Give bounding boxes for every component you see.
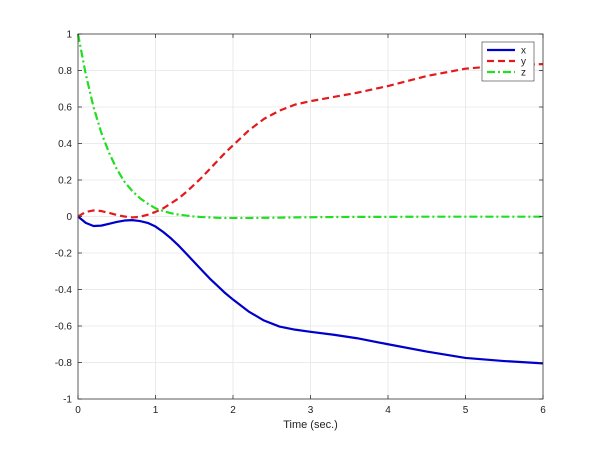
y-tick-label: -1 <box>63 395 72 406</box>
y-tick-label: 0 <box>66 212 72 223</box>
y-tick-label: 1 <box>66 30 72 41</box>
y-tick-label: -0.6 <box>55 322 73 333</box>
x-tick-label: 0 <box>75 405 81 416</box>
legend-label-z: z <box>521 68 526 79</box>
y-tick-label: 0.6 <box>58 103 72 114</box>
y-tick-label: 0.2 <box>58 176 72 187</box>
ticks <box>77 33 544 400</box>
y-tick-label: -0.4 <box>55 285 73 296</box>
x-tick-label: 6 <box>540 405 546 416</box>
x-tick-label: 2 <box>230 405 236 416</box>
x-tick-label: 3 <box>308 405 314 416</box>
y-tick-label: 0.4 <box>58 139 72 150</box>
series-line-z <box>76 33 543 220</box>
series-line-x <box>77 215 544 365</box>
series-line-y <box>77 63 544 219</box>
x-tick-label: 4 <box>385 405 391 416</box>
series-layer <box>76 33 544 365</box>
tick-labels: 0 1 2 3 4 5 6 -1 -0.8 -0.6 -0.4 -0.2 0 0.2 0.4 0.6 0.8 1 <box>55 30 546 417</box>
y-tick-label: -0.8 <box>55 358 73 369</box>
x-tick-label: 5 <box>463 405 469 416</box>
x-tick-label: 1 <box>153 405 159 416</box>
x-axis-label: Time (sec.) <box>283 419 338 431</box>
y-tick-label: 0.8 <box>58 66 72 77</box>
legend-label-x: x <box>521 46 526 57</box>
y-tick-label: -0.2 <box>55 249 73 260</box>
legend-label-y: y <box>521 57 526 68</box>
legend: xyz <box>481 41 535 82</box>
